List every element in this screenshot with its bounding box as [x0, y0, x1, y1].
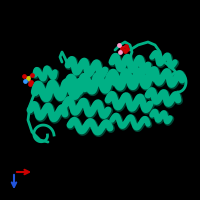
Point — [120, 46, 124, 50]
Point — [117, 43, 121, 47]
Point — [124, 44, 128, 48]
Point — [28, 82, 32, 86]
Point — [23, 79, 27, 83]
Point — [125, 47, 129, 51]
Point — [29, 80, 33, 84]
Point — [123, 49, 127, 53]
Point — [26, 76, 30, 80]
Point — [30, 73, 34, 77]
Point — [118, 50, 122, 54]
Point — [22, 74, 26, 78]
